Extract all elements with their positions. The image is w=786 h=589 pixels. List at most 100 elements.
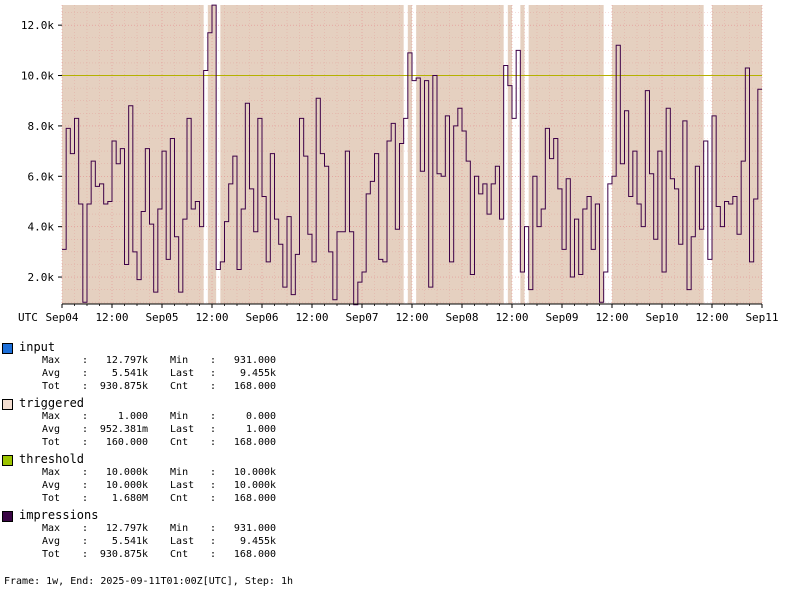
- timezone-label: UTC: [18, 311, 38, 324]
- triggered-band: [528, 5, 604, 304]
- legend-stat-row: Max: 12.797k Min: 931.000: [42, 354, 276, 367]
- stat-value: 931.000: [233, 355, 277, 366]
- legend-stat-row: Tot: 160.000 Cnt: 168.000: [42, 436, 276, 449]
- impressions-line: [62, 4, 762, 306]
- triggered-band: [507, 5, 512, 304]
- footer-frame-info: Frame: 1w, End: 2025-09-11T01:00Z[UTC], …: [4, 576, 293, 587]
- legend-entry: triggered Max:1.000 Min:0.000 Avg:952.381m L…: [0, 396, 786, 452]
- stat-value: 5.541k: [111, 536, 149, 547]
- stat-key: Max: [42, 411, 61, 422]
- stat-value: 931.000: [233, 523, 277, 534]
- legend-series-name: triggered: [19, 396, 85, 410]
- triggered-band: [207, 5, 217, 304]
- stat-value: 1.000: [117, 411, 149, 422]
- legend-stat-row: Avg: 10.000k Last: 10.000k: [42, 479, 276, 492]
- stat-value: 0.000: [245, 411, 277, 422]
- chart: 2.0k 4.0k 6.0k 8.0k 10.0k 12.0k UTC Sep04 12:00…: [18, 4, 779, 324]
- stat-colon: :: [210, 493, 217, 504]
- stat-key: Last: [170, 480, 195, 491]
- stat-key: Tot: [42, 381, 61, 392]
- stat-value: 10.000k: [105, 467, 149, 478]
- legend-entry: input Max: 12.797k Min: 931.000 Avg: 5.541k Las…: [0, 340, 786, 396]
- stat-key: Cnt: [170, 549, 189, 560]
- stat-colon: :: [210, 467, 217, 478]
- y-tick-label: 6.0k: [28, 170, 55, 183]
- x-tick-label: 12:00: [695, 311, 728, 324]
- stat-colon: :: [210, 480, 217, 491]
- stat-colon: :: [82, 424, 89, 435]
- legend-stat-row: Tot: 1.680M Cnt: 168.000: [42, 492, 276, 505]
- stat-value: 168.000: [233, 381, 277, 392]
- stat-key: Max: [42, 523, 61, 534]
- legend-stat-row: Avg: 5.541k Last: 9.455k: [42, 367, 276, 380]
- impressions-layer: [62, 4, 762, 306]
- stat-value: 930.875k: [99, 549, 149, 560]
- stat-value: 12.797k: [105, 523, 149, 534]
- legend-entry: threshold Max: 10.000k Min: 10.000k Avg: 10.00…: [0, 452, 786, 508]
- legend-stat-row: Tot:930.875k Cnt:168.000: [42, 548, 276, 561]
- stat-colon: :: [210, 523, 217, 534]
- legend-stat-row: Max: 10.000k Min: 10.000k: [42, 466, 276, 479]
- x-tick-label: Sep11: [745, 311, 778, 324]
- legend-swatch: [2, 511, 13, 522]
- stat-value: 10.000k: [105, 480, 149, 491]
- legend-stat-row: Avg: 5.541k Last: 9.455k: [42, 535, 276, 548]
- chart-axes: [58, 24, 763, 308]
- stat-key: Avg: [42, 480, 61, 491]
- stat-key: Avg: [42, 536, 61, 547]
- stat-colon: :: [82, 549, 89, 560]
- triggered-band: [407, 5, 412, 304]
- stat-key: Cnt: [170, 493, 189, 504]
- legend-stat-row: Tot:930.875k Cnt:168.000: [42, 380, 276, 393]
- stat-key: Tot: [42, 493, 61, 504]
- stat-colon: :: [82, 411, 89, 422]
- stat-value: 168.000: [233, 437, 277, 448]
- triggered-band: [712, 5, 762, 304]
- y-tick-label: 10.0k: [21, 70, 54, 83]
- stat-value: 10.000k: [233, 467, 277, 478]
- x-tick-label: Sep06: [245, 311, 278, 324]
- stat-value: 9.455k: [239, 536, 277, 547]
- stat-value: 10.000k: [233, 480, 277, 491]
- stat-key: Last: [170, 424, 195, 435]
- legend-stats: Max: 12.797k Min: 931.000 Avg: 5.541k Last: 9.4…: [42, 522, 276, 561]
- stat-value: 160.000: [105, 437, 149, 448]
- stat-colon: :: [82, 493, 89, 504]
- stat-colon: :: [210, 381, 217, 392]
- stat-key: Cnt: [170, 381, 189, 392]
- stat-colon: :: [82, 381, 89, 392]
- stat-colon: :: [210, 424, 217, 435]
- stat-key: Tot: [42, 549, 61, 560]
- stat-key: Avg: [42, 368, 61, 379]
- x-tick-label: Sep09: [545, 311, 578, 324]
- stat-value: 5.541k: [111, 368, 149, 379]
- stat-value: 952.381m: [99, 424, 149, 435]
- stat-key: Min: [170, 411, 189, 422]
- legend-stat-row: Avg:952.381m Last:1.000: [42, 423, 276, 436]
- x-tick-label: Sep07: [345, 311, 378, 324]
- legend: input Max:12.797k Min:931.000 Avg:5.541k Las…: [0, 340, 786, 564]
- legend-stats: Max: 10.000k Min: 10.000k Avg: 10.000k Last: 10…: [42, 466, 276, 505]
- stat-key: Max: [42, 467, 61, 478]
- triggered-band: [416, 5, 504, 304]
- stat-colon: :: [82, 523, 89, 534]
- stat-key: Avg: [42, 424, 61, 435]
- x-tick-label: 12:00: [595, 311, 628, 324]
- y-tick-label: 4.0k: [28, 221, 55, 234]
- y-tick-label: 12.0k: [21, 19, 54, 32]
- stat-colon: :: [82, 536, 89, 547]
- y-tick-labels: 2.0k 4.0k 6.0k 8.0k 10.0k 12.0k: [21, 19, 54, 284]
- x-tick-label: Sep10: [645, 311, 678, 324]
- legend-series-name: threshold: [19, 452, 85, 466]
- legend-stats: Max:1.000 Min:0.000 Avg:952.381m Last:1.000…: [42, 410, 276, 449]
- legend-stat-row: Max: 12.797k Min: 931.000: [42, 522, 276, 535]
- x-tick-label: 12:00: [395, 311, 428, 324]
- stat-key: Min: [170, 355, 189, 366]
- legend-swatch: [2, 455, 13, 466]
- y-tick-label: 8.0k: [28, 120, 55, 133]
- x-tick-label: 12:00: [295, 311, 328, 324]
- stat-value: 1.000: [245, 424, 277, 435]
- legend-entry: impressions Max: 12.797k Min: 931.000 Avg: 5.5…: [0, 508, 786, 564]
- stat-key: Last: [170, 368, 195, 379]
- stat-colon: :: [210, 355, 217, 366]
